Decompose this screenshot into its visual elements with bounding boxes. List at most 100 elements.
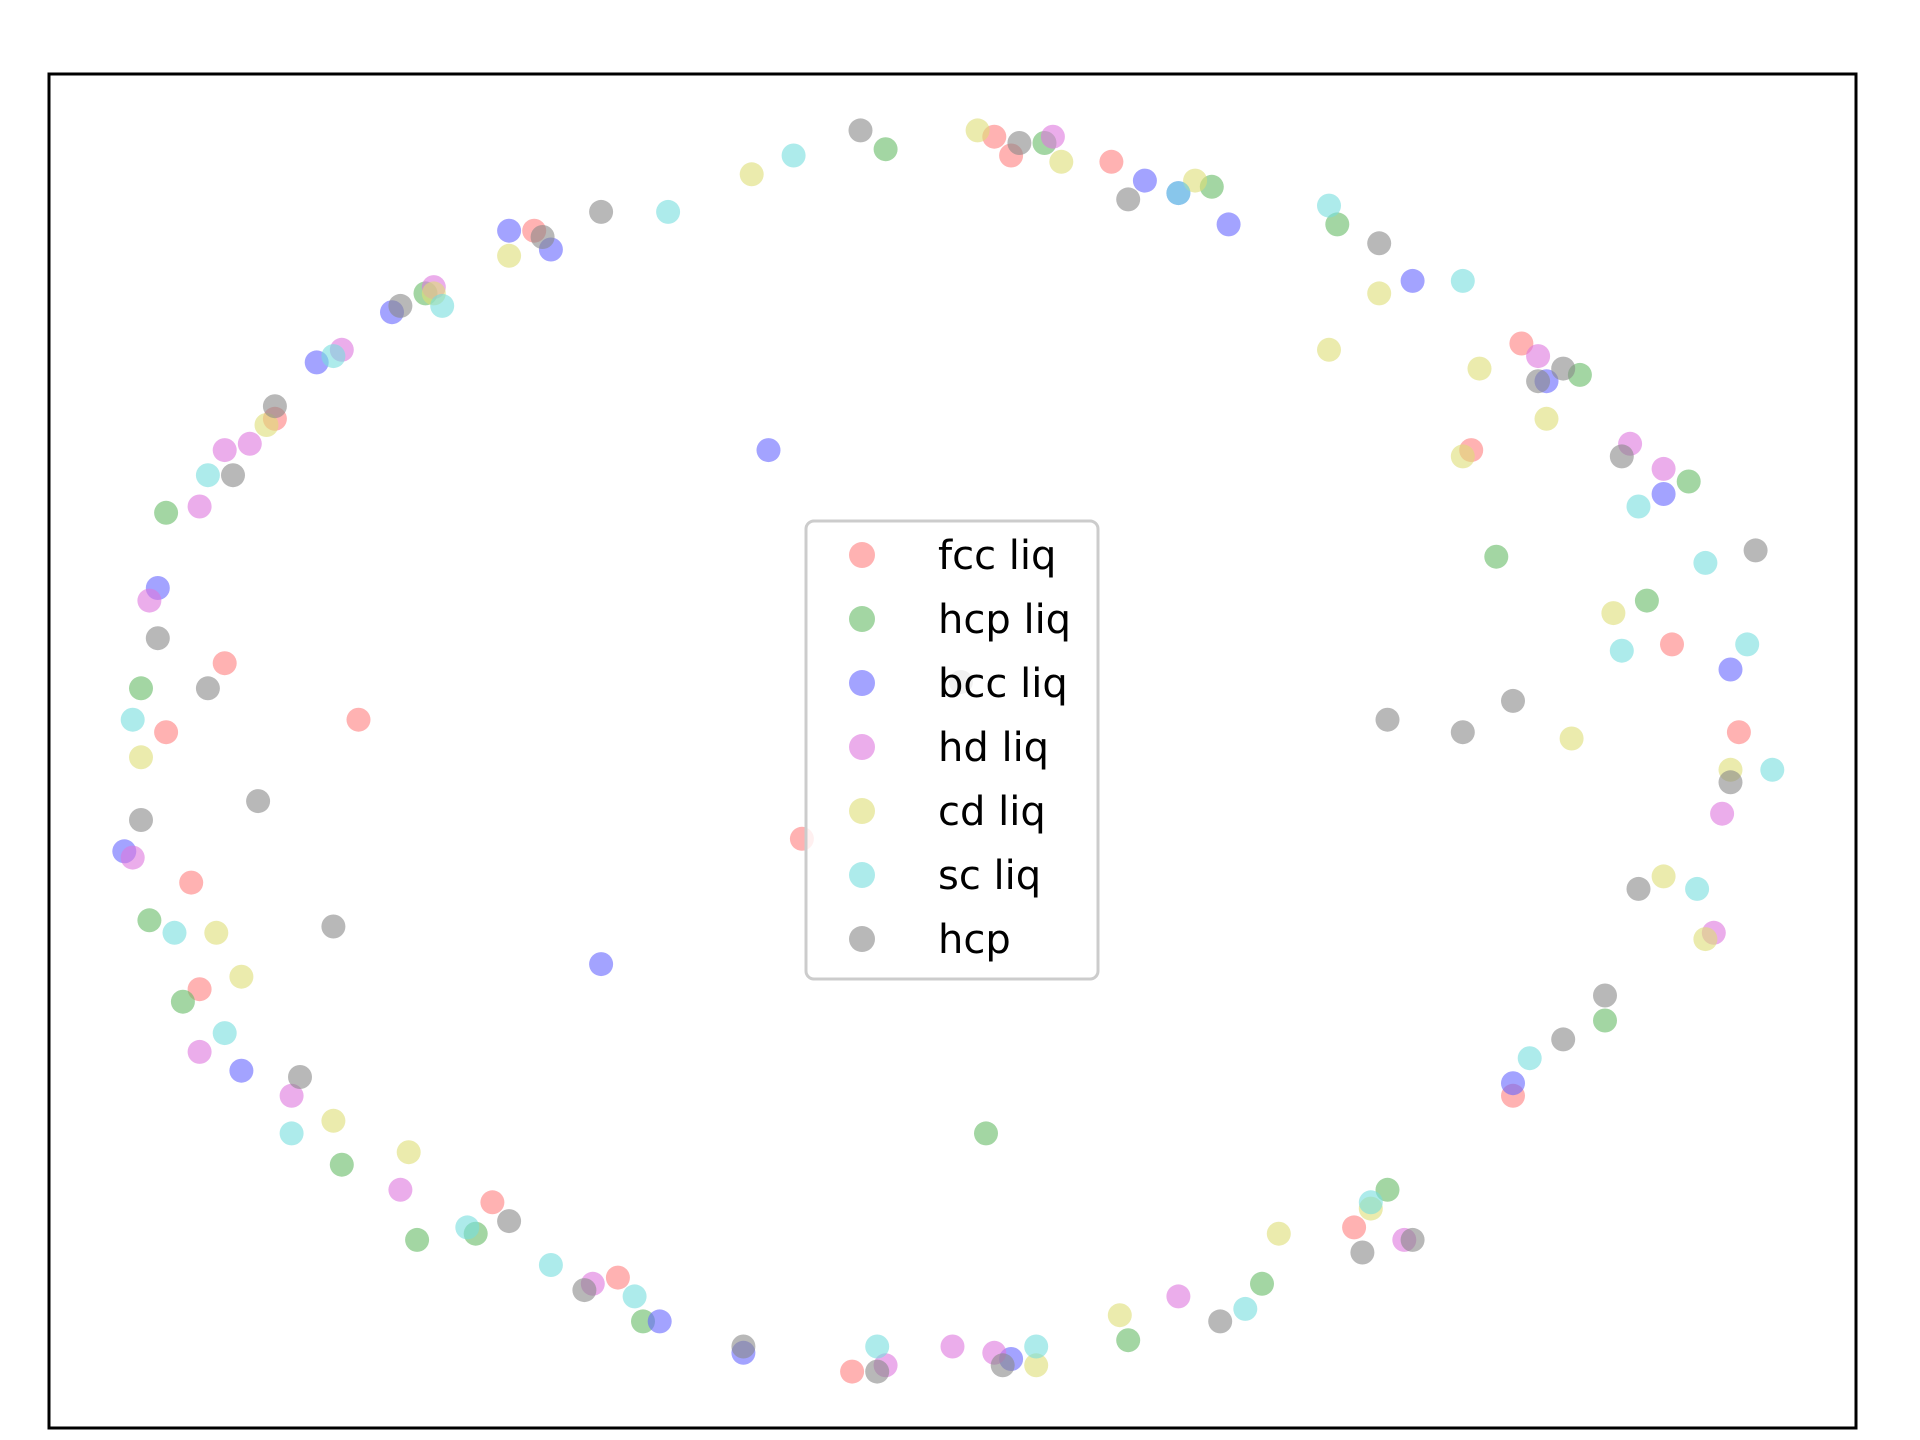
data-point [622, 1284, 647, 1309]
data-point [1509, 331, 1534, 356]
data-point [388, 1177, 413, 1202]
data-point [321, 344, 346, 369]
data-point [396, 1140, 421, 1165]
data-point [1024, 1353, 1049, 1378]
legend-marker [849, 862, 875, 888]
data-point [1116, 187, 1141, 212]
data-point [1609, 638, 1634, 663]
data-point [1400, 1227, 1425, 1252]
data-point [1710, 801, 1735, 826]
data-point [1266, 1221, 1291, 1246]
data-point [254, 413, 279, 437]
legend-item: hcp liq [849, 597, 1071, 643]
data-point [187, 494, 212, 519]
data-point [530, 225, 555, 249]
data-point [204, 920, 229, 945]
data-point [1626, 876, 1651, 901]
data-point [1342, 1215, 1367, 1240]
legend-item: bcc liq [849, 661, 1068, 707]
data-point [1166, 181, 1191, 206]
data-point [246, 789, 271, 814]
data-point [1467, 356, 1492, 381]
points-layer [112, 118, 1785, 1384]
data-point [1007, 131, 1032, 155]
data-point [195, 676, 220, 701]
legend-label: hcp [938, 917, 1011, 963]
series-bcc-liq [112, 168, 1743, 1371]
data-point [212, 438, 237, 463]
data-point [1651, 482, 1676, 506]
data-point [1526, 344, 1551, 369]
data-point [1693, 927, 1718, 952]
data-point [120, 845, 145, 870]
data-point [647, 1309, 672, 1334]
data-point [195, 463, 220, 488]
data-point [279, 1121, 304, 1146]
data-point [1325, 212, 1350, 237]
data-point [1517, 1046, 1542, 1071]
data-point [1358, 1190, 1383, 1215]
data-point [1216, 212, 1241, 237]
data-point [154, 720, 179, 745]
data-point [1693, 550, 1718, 575]
data-point [129, 676, 153, 701]
data-point [212, 651, 237, 676]
data-point [965, 118, 990, 143]
data-point [170, 989, 195, 1014]
legend-item: hcp [849, 917, 1011, 963]
data-point [1107, 1303, 1132, 1328]
data-point [162, 920, 187, 945]
data-point [229, 964, 254, 989]
data-point [1551, 356, 1576, 381]
data-point [430, 293, 455, 318]
legend-item: hd liq [849, 725, 1049, 771]
data-point [405, 1227, 430, 1252]
data-point [497, 1209, 522, 1234]
data-point [279, 1083, 304, 1108]
data-point [145, 626, 170, 651]
legend-label: hcp liq [938, 597, 1071, 643]
data-point [129, 808, 153, 832]
data-point [1450, 268, 1475, 293]
data-point [221, 463, 245, 488]
legend-marker [849, 606, 875, 632]
data-point [781, 143, 806, 168]
data-point [497, 218, 522, 243]
data-point [187, 977, 212, 1002]
series-sc-liq [120, 143, 1785, 1359]
data-point [1743, 538, 1768, 563]
legend-label: bcc liq [938, 661, 1068, 707]
data-point [1551, 1027, 1576, 1052]
data-point [1116, 1328, 1141, 1353]
data-point [1367, 281, 1392, 306]
data-point [1400, 268, 1425, 293]
data-point [1049, 149, 1074, 174]
data-point [1634, 588, 1659, 613]
data-point [1132, 168, 1157, 193]
data-point [1501, 688, 1525, 713]
data-point [1601, 601, 1626, 626]
legend-marker [849, 670, 875, 696]
data-point [1367, 231, 1392, 256]
data-point [865, 1359, 890, 1384]
data-point [1024, 1334, 1049, 1359]
data-point [865, 1334, 890, 1359]
legend-label: hd liq [938, 725, 1049, 771]
data-point [1317, 337, 1341, 362]
data-point [212, 1021, 237, 1046]
data-point [120, 707, 145, 732]
data-point [1040, 124, 1065, 149]
data-point [288, 1065, 312, 1089]
data-point [1593, 983, 1617, 1008]
data-point [179, 870, 204, 895]
data-point [1718, 770, 1743, 795]
data-point [1375, 1177, 1400, 1202]
data-point [1526, 369, 1551, 394]
data-point [589, 199, 614, 224]
data-point [739, 162, 764, 187]
plot-frame [47, 72, 1858, 1430]
data-point [1685, 876, 1710, 901]
data-point [497, 243, 522, 268]
legend-item: sc liq [849, 853, 1041, 899]
